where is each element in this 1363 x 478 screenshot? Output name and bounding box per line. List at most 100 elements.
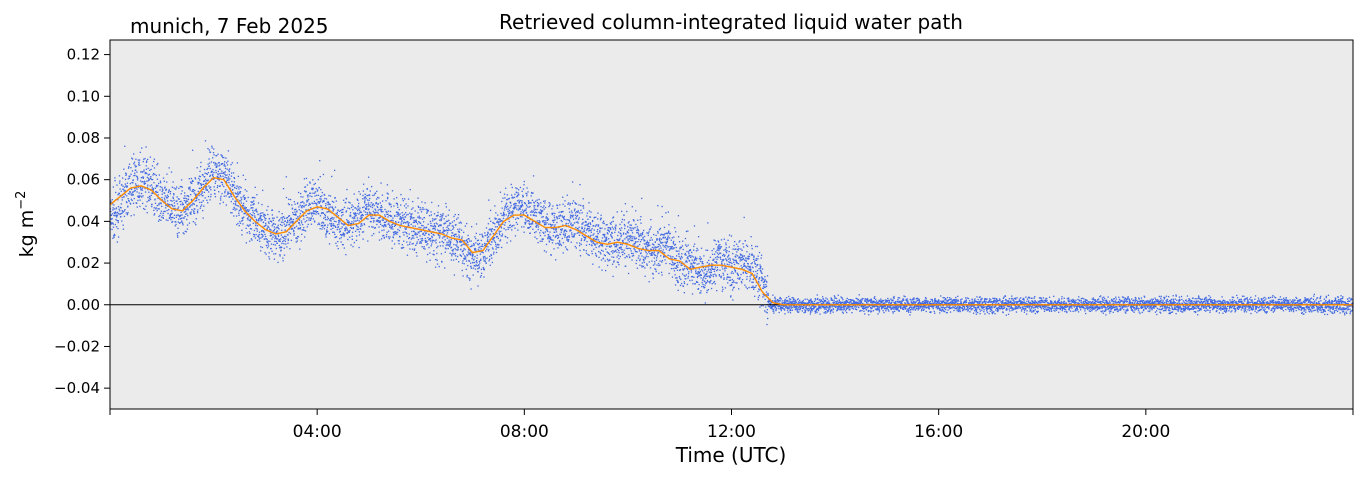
data-point (723, 258, 725, 261)
data-point (675, 231, 677, 233)
data-point (418, 232, 420, 234)
data-point (680, 262, 682, 264)
data-point (349, 202, 351, 204)
data-point (340, 215, 343, 217)
data-point (151, 178, 154, 181)
data-point (764, 286, 766, 288)
data-point (307, 223, 309, 226)
data-point (664, 259, 666, 261)
data-point (423, 247, 425, 250)
data-point (699, 270, 701, 272)
data-point (400, 217, 403, 219)
data-point (624, 203, 627, 205)
data-point (175, 216, 178, 218)
data-point (580, 209, 582, 211)
data-point (589, 222, 591, 224)
data-point (454, 248, 456, 250)
data-point (332, 225, 335, 227)
data-point (337, 240, 339, 243)
data-point (640, 249, 643, 252)
data-point (621, 249, 623, 251)
data-point (416, 233, 419, 235)
data-point (414, 210, 416, 212)
data-point (794, 308, 796, 311)
data-point (762, 293, 764, 296)
data-point (483, 267, 485, 269)
data-point (636, 226, 638, 228)
data-point (347, 238, 349, 241)
data-point (348, 231, 350, 233)
data-point (478, 266, 480, 268)
data-point (632, 236, 634, 238)
data-point (554, 224, 556, 226)
data-point (396, 197, 398, 199)
data-point (470, 240, 472, 242)
data-point (331, 216, 333, 219)
data-point (477, 243, 480, 246)
data-point (766, 275, 769, 277)
data-point (515, 205, 517, 207)
data-point (574, 233, 576, 235)
data-point (590, 234, 592, 237)
data-point (112, 226, 115, 228)
data-point (679, 268, 682, 271)
data-point (324, 197, 326, 200)
data-point (536, 220, 538, 222)
data-point (560, 231, 562, 233)
data-point (721, 254, 724, 257)
data-point (181, 202, 184, 204)
data-point (527, 191, 529, 193)
data-point (736, 262, 738, 264)
data-point (365, 213, 367, 216)
data-point (767, 294, 769, 296)
data-point (731, 270, 733, 273)
data-point (538, 220, 540, 222)
data-point (606, 232, 608, 234)
data-point (574, 201, 576, 204)
data-point (145, 165, 147, 167)
data-point (456, 244, 458, 246)
data-point (362, 190, 365, 192)
data-point (225, 174, 227, 176)
data-point (222, 201, 224, 204)
data-point (245, 208, 247, 210)
data-point (521, 226, 523, 228)
data-point (607, 227, 609, 229)
data-point (311, 188, 313, 190)
data-point (403, 218, 406, 221)
data-point (534, 231, 536, 234)
data-point (663, 255, 666, 257)
data-point (617, 248, 619, 251)
data-point (455, 233, 457, 235)
data-point (134, 164, 136, 166)
data-point (512, 216, 514, 218)
data-point (433, 227, 435, 230)
data-point (445, 215, 447, 218)
data-point (343, 233, 346, 235)
data-point (184, 208, 186, 211)
data-point (436, 263, 439, 265)
data-point (278, 244, 281, 247)
data-point (382, 219, 384, 222)
data-point (193, 212, 196, 215)
data-point (176, 196, 178, 198)
data-point (280, 234, 282, 236)
data-point (340, 227, 342, 230)
data-point (410, 223, 412, 225)
data-point (756, 275, 758, 277)
data-point (261, 229, 263, 232)
data-point (571, 211, 573, 214)
data-point (511, 226, 513, 228)
data-point (495, 245, 497, 247)
data-point (614, 227, 617, 229)
data-point (569, 202, 571, 205)
data-point (357, 226, 359, 228)
data-point (286, 246, 288, 248)
data-point (634, 245, 636, 247)
data-point (413, 217, 415, 219)
data-point (528, 220, 530, 223)
data-point (176, 200, 178, 202)
data-point (311, 215, 313, 217)
data-point (744, 240, 746, 242)
data-point (750, 254, 753, 256)
